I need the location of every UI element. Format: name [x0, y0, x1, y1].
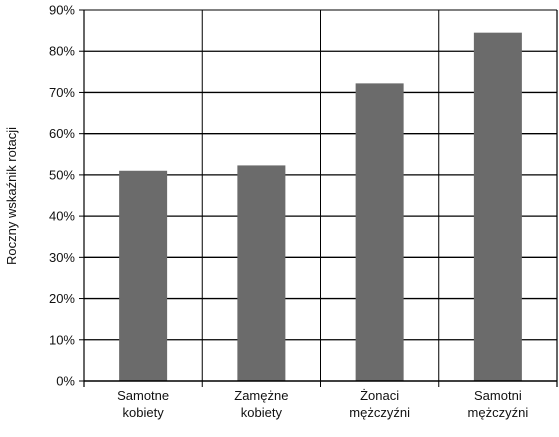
x-category-label: Żonaci mężczyźni [349, 388, 410, 420]
bar [119, 170, 168, 381]
y-tick-labels: 0% 10% 20% 30% 40% 50% 60% 70% 80% 90% [49, 3, 75, 389]
bar [473, 32, 522, 382]
y-axis-title: Roczny wskaźnik rotacji [4, 127, 19, 265]
y-tick-label: 30% [49, 250, 75, 265]
bar [355, 83, 404, 382]
x-category-label: Samotne kobiety [117, 388, 169, 420]
y-tick-label: 90% [49, 3, 75, 18]
y-tick-label: 40% [49, 209, 75, 224]
x-category-label: Samotni mężczyźni [468, 388, 529, 420]
x-category-labels: Samotne kobiety Zamężne kobiety Żonaci mężczy… [117, 388, 528, 420]
y-tick-label: 60% [49, 126, 75, 141]
y-tick-label: 80% [49, 44, 75, 59]
y-tick-label: 20% [49, 291, 75, 306]
y-tick-label: 50% [49, 167, 75, 182]
axes [79, 9, 558, 387]
y-tick-label: 70% [49, 85, 75, 100]
y-tick-label: 0% [56, 374, 75, 389]
x-category-label: Zamężne kobiety [234, 388, 288, 420]
y-tick-label: 10% [49, 332, 75, 347]
bar [237, 165, 286, 381]
bars [119, 32, 522, 382]
